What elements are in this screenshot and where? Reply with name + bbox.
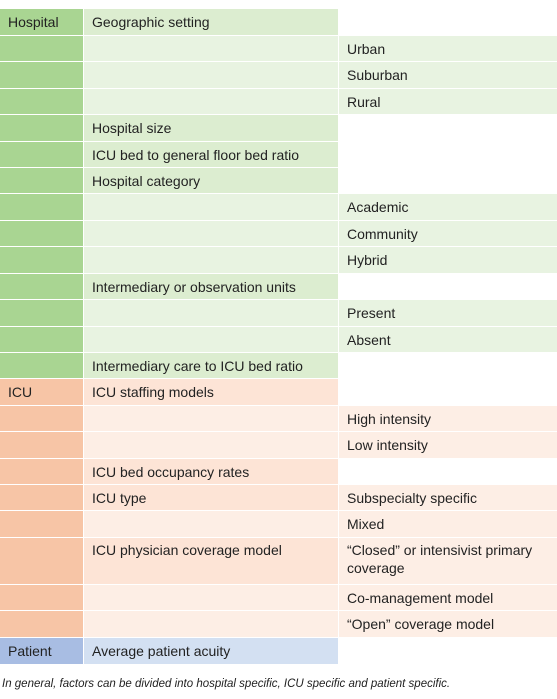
category-cell-icu	[0, 511, 83, 537]
category-cell-hospital	[0, 327, 83, 352]
category-cell-hospital: Hospital	[0, 9, 83, 35]
option-cell: Co-management model	[339, 585, 557, 610]
factor-cell: ICU staffing models	[84, 379, 338, 405]
option-cell: Academic	[339, 194, 557, 220]
category-cell-icu	[0, 538, 83, 584]
option-cell	[339, 9, 557, 35]
category-cell-icu	[0, 459, 83, 484]
factor-cell	[84, 247, 338, 273]
option-cell	[339, 459, 557, 484]
option-cell: Present	[339, 300, 557, 326]
category-cell-hospital	[0, 115, 83, 141]
table-footnote: In general, factors can be divided into …	[2, 678, 451, 690]
factor-cell: Hospital category	[84, 168, 338, 193]
factor-cell	[84, 300, 338, 326]
factor-cell: Geographic setting	[84, 9, 338, 35]
option-cell	[339, 142, 557, 167]
factor-cell: Hospital size	[84, 115, 338, 141]
option-cell: Subspecialty specific	[339, 485, 557, 510]
category-cell-icu: ICU	[0, 379, 83, 405]
factor-cell: ICU type	[84, 485, 338, 510]
option-cell	[339, 168, 557, 193]
factor-cell	[84, 406, 338, 431]
factor-cell: ICU bed to general floor bed ratio	[84, 142, 338, 167]
factor-cell	[84, 194, 338, 220]
category-cell-icu	[0, 485, 83, 510]
category-cell-hospital	[0, 300, 83, 326]
category-cell-hospital	[0, 89, 83, 114]
category-cell-hospital	[0, 353, 83, 378]
factor-cell: Intermediary or observation units	[84, 274, 338, 299]
factor-cell	[84, 432, 338, 458]
factor-cell	[84, 221, 338, 246]
option-cell: Low intensity	[339, 432, 557, 458]
option-cell: “Closed” or intensivist primary coverage	[339, 538, 557, 584]
category-cell-icu	[0, 585, 83, 610]
category-cell-hospital	[0, 247, 83, 273]
factor-cell	[84, 62, 338, 88]
factor-cell	[84, 511, 338, 537]
factor-cell: ICU physician coverage model	[84, 538, 338, 584]
option-cell	[339, 638, 557, 664]
option-cell: Hybrid	[339, 247, 557, 273]
category-cell-hospital	[0, 36, 83, 61]
factor-cell	[84, 36, 338, 61]
category-cell-hospital	[0, 62, 83, 88]
factor-cell	[84, 611, 338, 637]
option-cell: Absent	[339, 327, 557, 352]
category-cell-hospital	[0, 168, 83, 193]
option-cell: Community	[339, 221, 557, 246]
option-cell: High intensity	[339, 406, 557, 431]
option-cell: Urban	[339, 36, 557, 61]
option-cell	[339, 379, 557, 405]
option-cell: Mixed	[339, 511, 557, 537]
option-cell: “Open” coverage model	[339, 611, 557, 637]
category-cell-icu	[0, 611, 83, 637]
option-cell	[339, 353, 557, 378]
factor-cell: Average patient acuity	[84, 638, 338, 664]
option-cell	[339, 115, 557, 141]
option-cell	[339, 274, 557, 299]
category-cell-icu	[0, 432, 83, 458]
option-cell: Rural	[339, 89, 557, 114]
category-cell-hospital	[0, 194, 83, 220]
category-cell-hospital	[0, 142, 83, 167]
factor-cell: ICU bed occupancy rates	[84, 459, 338, 484]
factor-cell	[84, 89, 338, 114]
factor-cell	[84, 327, 338, 352]
category-cell-hospital	[0, 274, 83, 299]
category-cell-patient: Patient	[0, 638, 83, 664]
category-cell-icu	[0, 406, 83, 431]
option-cell: Suburban	[339, 62, 557, 88]
factor-cell	[84, 585, 338, 610]
category-cell-hospital	[0, 221, 83, 246]
factor-cell: Intermediary care to ICU bed ratio	[84, 353, 338, 378]
